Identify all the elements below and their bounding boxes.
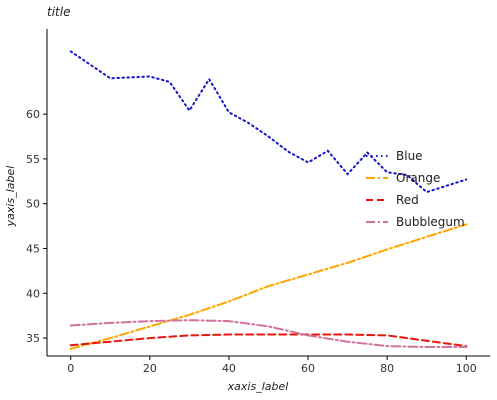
x-tick-label: 60 [301,362,315,375]
x-tick-label: 20 [143,362,157,375]
x-tick-label: 100 [456,362,477,375]
y-axis: 35 40 45 50 55 60 [26,29,48,356]
chart-title: title [47,5,70,19]
y-tick-label: 35 [26,332,40,345]
y-tick-label: 45 [26,242,40,255]
series-line-blue [69,50,468,194]
x-axis-label: xaxis_label [227,380,289,393]
y-axis-label: yaxis_label [4,166,17,228]
y-tick-label: 40 [26,287,40,300]
plot-area [69,50,468,350]
x-tick-label: 80 [380,362,394,375]
series-line-bubblegum [69,319,468,348]
series-line-red [69,333,468,348]
x-tick-label: 0 [67,362,74,375]
legend-label-blue: Blue [396,149,423,163]
x-tick-label: 40 [222,362,236,375]
x-axis: 0 20 40 60 80 100 [47,355,490,375]
legend-label-orange: Orange [396,171,440,185]
legend-label-red: Red [396,193,419,207]
legend: Blue Orange Red Bubblegum [366,149,465,229]
y-tick-label: 55 [26,153,40,166]
y-tick-label: 50 [26,198,40,211]
y-tick-label: 60 [26,108,40,121]
legend-label-bubblegum: Bubblegum [396,215,465,229]
series-line-orange [69,223,468,350]
